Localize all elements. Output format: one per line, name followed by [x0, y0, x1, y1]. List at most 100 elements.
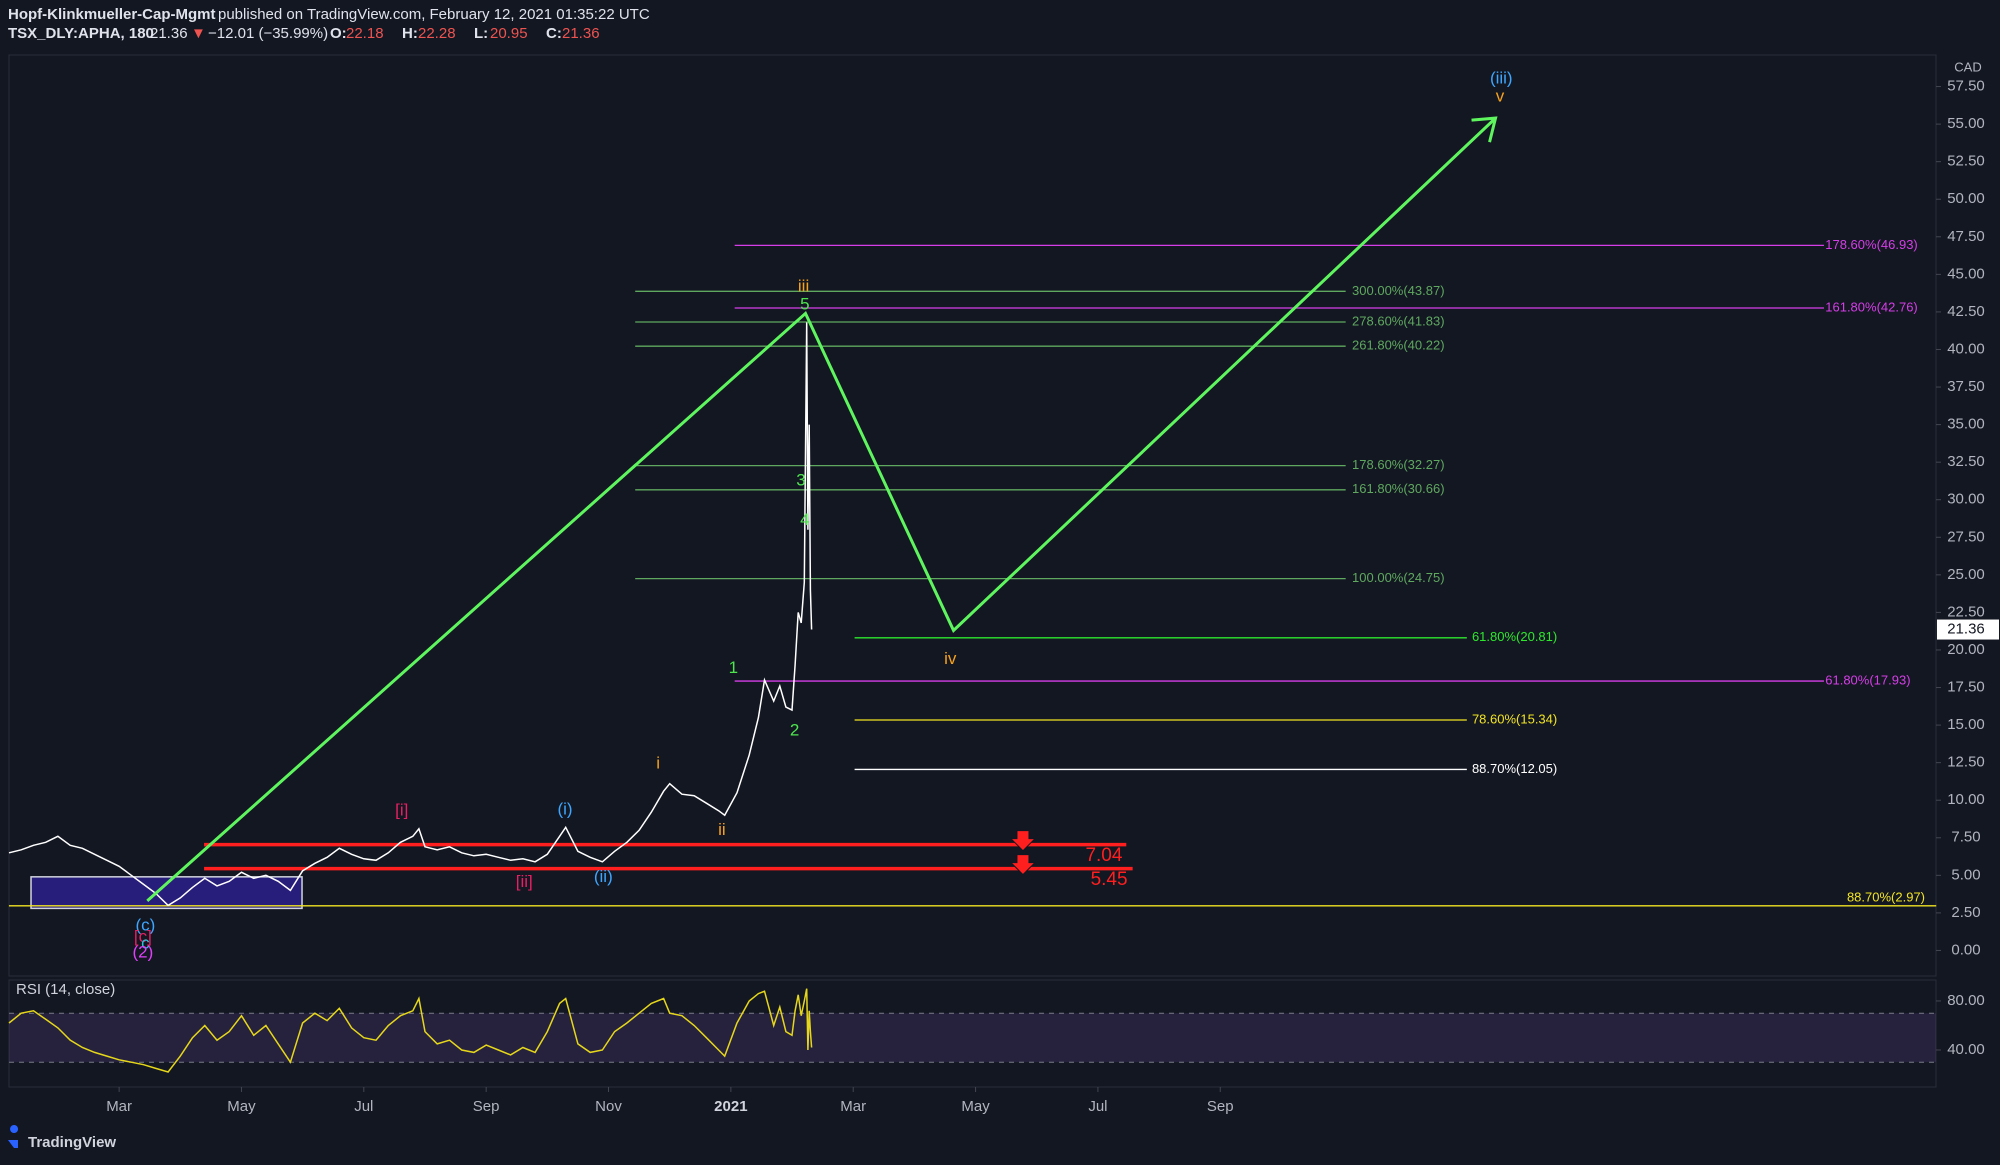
fib-label: 278.60%(41.83) — [1352, 313, 1445, 328]
ohlc-value: 22.18 — [346, 25, 384, 42]
x-tick-label: Jul — [1088, 1098, 1107, 1115]
wave-label: i — [656, 754, 660, 773]
symbol: TSX_DLY:APHA, 180 — [8, 25, 154, 42]
projection-arrow — [1471, 116, 1498, 143]
wave-label: [c] — [134, 927, 152, 946]
fib-label: 161.80%(42.76) — [1825, 299, 1918, 314]
fib-label: 88.70%(2.97) — [1847, 889, 1925, 904]
wave-label: ii — [718, 820, 726, 839]
ohlc-value: 20.95 — [490, 25, 528, 42]
wave-label: [ii] — [516, 872, 533, 891]
wave-label: iv — [944, 649, 957, 668]
y-tick-label: 15.00 — [1947, 716, 1985, 733]
published: published on TradingView.com, February 1… — [218, 6, 650, 23]
y-tick-label: 45.00 — [1947, 265, 1985, 282]
x-tick-label: Nov — [595, 1098, 622, 1115]
ohlc-key: C: — [546, 25, 562, 42]
fib-label: 161.80%(30.66) — [1352, 481, 1445, 496]
fib-label: 61.80%(17.93) — [1825, 673, 1910, 688]
fib-label: 261.80%(40.22) — [1352, 338, 1445, 353]
author: Hopf-Klinkmueller-Cap-Mgmt — [8, 6, 216, 23]
y-tick-label: 25.00 — [1947, 566, 1985, 583]
level-arrow — [1009, 830, 1037, 852]
main-pane — [8, 54, 1937, 977]
last-price-label: 21.36 — [1947, 621, 1985, 638]
x-tick-label: May — [227, 1098, 256, 1115]
rsi-line — [8, 988, 813, 1073]
fib-label: 178.60%(32.27) — [1352, 457, 1445, 472]
last-price: 21.36 — [150, 25, 188, 42]
y-tick-label: 40.00 — [1947, 340, 1985, 357]
fib-label: 61.80%(20.81) — [1472, 629, 1557, 644]
x-tick-label: Sep — [473, 1098, 500, 1115]
y-tick-label: 55.00 — [1947, 115, 1985, 132]
x-tick-label: Sep — [1207, 1098, 1234, 1115]
fib-label: 88.70%(12.05) — [1472, 761, 1557, 776]
ohlc-key: H: — [402, 25, 418, 42]
y-tick-label: 12.50 — [1947, 754, 1985, 771]
y-tick-label: 5.00 — [1951, 866, 1980, 883]
brand: TradingView — [28, 1134, 116, 1151]
rsi-band — [9, 1013, 1936, 1063]
wave-label: 5 — [800, 294, 809, 313]
ohlc-value: 22.28 — [418, 25, 456, 42]
x-tick-label: Jul — [354, 1098, 373, 1115]
y-tick-label: 30.00 — [1947, 491, 1985, 508]
rsi-y-tick-label: 80.00 — [1947, 992, 1985, 1009]
y-tick-label: 52.50 — [1947, 153, 1985, 170]
wave-label: 4 — [800, 510, 809, 529]
x-tick-label: Mar — [106, 1098, 132, 1115]
level-label: 5.45 — [1091, 869, 1128, 890]
brand-logo — [8, 1125, 19, 1148]
ohlc-key: O: — [330, 25, 347, 42]
y-tick-label: 22.50 — [1947, 603, 1985, 620]
rsi-y-tick-label: 40.00 — [1947, 1041, 1985, 1058]
y-tick-label: 2.50 — [1951, 904, 1980, 921]
y-tick-label: 7.50 — [1951, 829, 1980, 846]
wave-label: (c) — [135, 916, 155, 935]
change: −12.01 (−35.99%) — [208, 25, 328, 42]
fib-label: 178.60%(46.93) — [1825, 237, 1918, 252]
wave-label: [i] — [395, 801, 408, 820]
y-tick-label: 10.00 — [1947, 791, 1985, 808]
wave-label: c — [141, 933, 150, 952]
y-tick-label: 32.50 — [1947, 453, 1985, 470]
wave-label: (i) — [557, 799, 572, 818]
last-price-tag — [1937, 619, 1999, 640]
y-tick-label: 37.50 — [1947, 378, 1985, 395]
wave-label: (iii) — [1490, 69, 1513, 88]
y-tick-label: 0.00 — [1951, 941, 1980, 958]
y-tick-label: 42.50 — [1947, 303, 1985, 320]
y-tick-label: 20.00 — [1947, 641, 1985, 658]
y-tick-label: 50.00 — [1947, 190, 1985, 207]
projection-line — [146, 117, 1497, 902]
wave-label: 3 — [796, 470, 805, 489]
level-arrow — [1009, 854, 1037, 876]
rsi-title: RSI (14, close) — [16, 981, 115, 998]
wave-label: (2) — [132, 942, 153, 961]
fib-label: 100.00%(24.75) — [1352, 570, 1445, 585]
currency: CAD — [1954, 59, 1981, 74]
y-tick-label: 17.50 — [1947, 678, 1985, 695]
ohlc-value: 21.36 — [562, 25, 600, 42]
y-tick-label: 35.00 — [1947, 416, 1985, 433]
wave-label: v — [1496, 86, 1505, 105]
level-label: 7.04 — [1085, 845, 1122, 866]
fib-label: 78.60%(15.34) — [1472, 711, 1557, 726]
wave-label: 1 — [729, 658, 738, 677]
ohlc-key: L: — [474, 25, 488, 42]
wave-label: iii — [798, 276, 809, 295]
fib-label: 300.00%(43.87) — [1352, 283, 1445, 298]
wave-label: 2 — [790, 720, 799, 739]
price-line — [8, 322, 813, 907]
wave-label: (ii) — [594, 867, 613, 886]
x-tick-label: Mar — [840, 1098, 866, 1115]
x-tick-label: 2021 — [714, 1098, 747, 1115]
y-tick-label: 27.50 — [1947, 528, 1985, 545]
down-arrow: ▼ — [191, 25, 206, 42]
y-tick-label: 57.50 — [1947, 78, 1985, 95]
rsi-pane — [8, 979, 1937, 1088]
